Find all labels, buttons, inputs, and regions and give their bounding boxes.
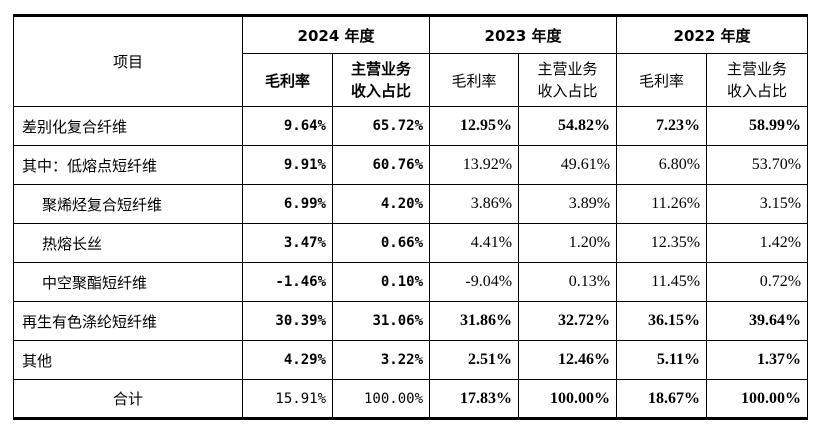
gross-margin-2023-cell: -9.04% [429,262,520,302]
table-row: 再生有色涤纶短纤维 30.39% 31.06% 31.86% 32.72% 36.15% 3… [13,301,809,341]
row-label: 其他 [13,340,243,380]
gross-margin-2022-cell: 11.45% [616,262,708,302]
revenue-share-2022-cell: 58.99% [706,106,809,146]
gross-margin-header-2022: 毛利率 [616,53,708,107]
revenue-share-2023-cell: 0.13% [518,262,618,302]
year-header-2024: 2024 年度 [241,14,431,54]
revenue-share-2024-cell: 0.66% [331,223,431,263]
gross-margin-2023-cell: 12.95% [429,106,520,146]
row-label: 中空聚酯短纤维 [13,262,243,302]
table-row: 聚烯烃复合短纤维 6.99% 4.20% 3.86% 3.89% 11.26% 3.15% [13,184,809,224]
year-header-2023: 2023 年度 [429,14,618,54]
gross-margin-2022-cell: 5.11% [616,340,708,380]
revenue-share-2023-cell: 100.00% [518,379,618,420]
row-label: 热熔长丝 [13,223,243,263]
revenue-share-2023-cell: 32.72% [518,301,618,341]
revenue-share-header-2024: 主营业务 收入占比 [331,53,431,107]
revenue-share-2023-cell: 1.20% [518,223,618,263]
revenue-share-2022-cell: 0.72% [706,262,809,302]
gross-margin-2022-cell: 6.80% [616,145,708,185]
gross-margin-2023-cell: 3.86% [429,184,520,224]
gross-margin-2024-cell: 9.91% [242,145,333,185]
row-label: 其中：低熔点短纤维 [13,145,243,185]
item-header: 项目 [13,14,243,107]
revenue-share-header-2022: 主营业务 收入占比 [706,53,809,107]
revenue-share-2023-cell: 3.89% [518,184,618,224]
gross-margin-2022-cell: 12.35% [616,223,708,263]
revenue-share-2024-cell: 100.00% [331,379,431,420]
revenue-share-2023-cell: 12.46% [518,340,618,380]
revenue-share-2024-cell: 65.72% [331,106,431,146]
gross-margin-2024-cell: 4.29% [242,340,333,380]
revenue-share-2023-cell: 49.61% [518,145,618,185]
gross-margin-2024-cell: 30.39% [242,301,333,341]
gross-margin-2023-cell: 31.86% [429,301,520,341]
gross-margin-2022-cell: 11.26% [616,184,708,224]
revenue-share-2024-cell: 4.20% [331,184,431,224]
table-row: 其他 4.29% 3.22% 2.51% 12.46% 5.11% 1.37% [13,340,809,380]
header-row-metrics: 毛利率 主营业务 收入占比 毛利率 主营业务 收入占比 毛利率 主营业务 收入占比 [14,53,809,107]
revenue-share-2022-cell: 53.70% [706,145,809,185]
row-label: 合计 [13,379,243,420]
gross-margin-2024-cell: 3.47% [242,223,333,263]
gross-margin-header-2023: 毛利率 [429,53,520,107]
gross-margin-header-2024: 毛利率 [242,53,333,107]
revenue-share-2024-cell: 60.76% [331,145,431,185]
gross-margin-2022-cell: 7.23% [616,106,708,146]
gross-margin-2023-cell: 2.51% [429,340,520,380]
gross-margin-2023-cell: 17.83% [429,379,520,420]
gross-margin-2024-cell: 9.64% [242,106,333,146]
revenue-share-2022-cell: 3.15% [706,184,809,224]
revenue-share-2024-cell: 0.10% [331,262,431,302]
table-row: 其中：低熔点短纤维 9.91% 60.76% 13.92% 49.61% 6.80% 53.… [13,145,809,185]
gross-margin-table: 项目 2024 年度 2023 年度 2022 年度 毛利率 主营业务 收入占比 … [13,14,809,420]
gross-margin-2023-cell: 4.41% [429,223,520,263]
gross-margin-2024-cell: -1.46% [242,262,333,302]
revenue-share-header-2023: 主营业务 收入占比 [518,53,618,107]
revenue-share-2023-cell: 54.82% [518,106,618,146]
gross-margin-2022-cell: 18.67% [616,379,708,420]
header-row-years: 项目 2024 年度 2023 年度 2022 年度 [13,14,809,107]
table-row: 中空聚酯短纤维 -1.46% 0.10% -9.04% 0.13% 11.45% 0.72% [13,262,809,302]
gross-margin-2024-cell: 6.99% [242,184,333,224]
table-row: 热熔长丝 3.47% 0.66% 4.41% 1.20% 12.35% 1.42% [13,223,809,263]
year-header-2022: 2022 年度 [616,14,809,54]
revenue-share-2022-cell: 39.64% [706,301,809,341]
row-label: 差别化复合纤维 [13,106,243,146]
gross-margin-2022-cell: 36.15% [616,301,708,341]
revenue-share-2022-cell: 100.00% [706,379,809,420]
gross-margin-2023-cell: 13.92% [429,145,520,185]
revenue-share-2022-cell: 1.37% [706,340,809,380]
gross-margin-2024-cell: 15.91% [242,379,333,420]
row-label: 聚烯烃复合短纤维 [13,184,243,224]
revenue-share-2022-cell: 1.42% [706,223,809,263]
table-row: 合计 15.91% 100.00% 17.83% 100.00% 18.67% 100.00… [13,379,809,420]
table-row: 差别化复合纤维 9.64% 65.72% 12.95% 54.82% 7.23% 58.99… [13,106,809,146]
row-label: 再生有色涤纶短纤维 [13,301,243,341]
revenue-share-2024-cell: 31.06% [331,301,431,341]
revenue-share-2024-cell: 3.22% [331,340,431,380]
